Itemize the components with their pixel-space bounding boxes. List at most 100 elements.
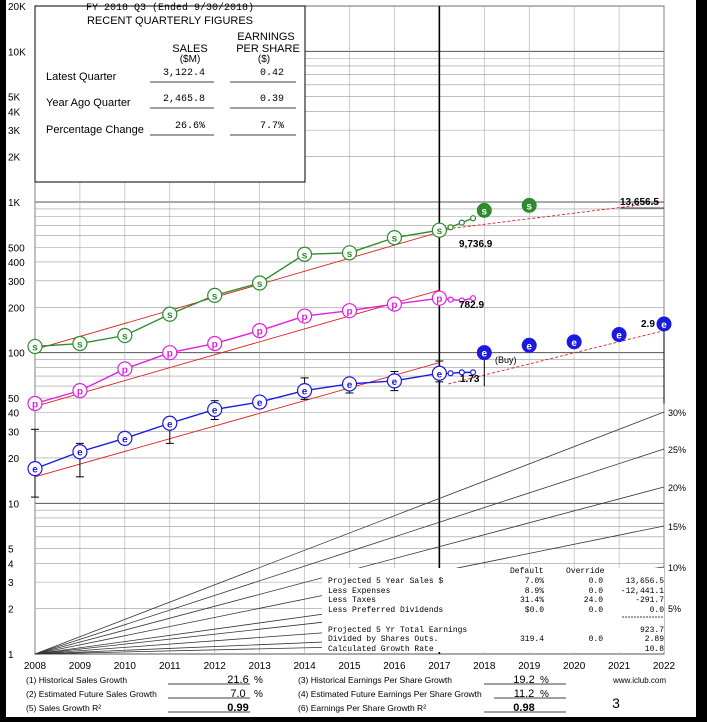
- x-tick-label: 2011: [159, 661, 181, 672]
- eps-marker-letter: e: [212, 405, 218, 416]
- eps_price-marker: [458, 297, 465, 304]
- sales-projected-letter: s: [482, 206, 488, 217]
- growth-line: [34, 448, 665, 655]
- x-tick-label: 2009: [69, 661, 92, 672]
- x-tick-label: 2012: [204, 661, 227, 672]
- trend-line: [452, 201, 665, 229]
- growth-line-label: 15%: [668, 522, 686, 532]
- proj-row-override: 0.0: [589, 577, 604, 586]
- eps_price-marker: [27, 395, 43, 412]
- page-number: 3: [612, 695, 620, 711]
- growth-line-label: 10%: [668, 563, 686, 573]
- y-tick-label: 1K: [8, 198, 21, 209]
- sales-marker: [458, 219, 465, 226]
- eps_price-marker: [117, 361, 133, 377]
- sales-marker: [117, 327, 133, 344]
- y-tick-label: 10K: [8, 47, 26, 58]
- eps-marker-letter: e: [347, 380, 353, 391]
- footer-unit: %: [540, 689, 549, 700]
- eps_price-marker-letter: p: [77, 387, 83, 398]
- proj-row-label: Less Expenses: [328, 587, 391, 596]
- proj-row-value: -12,441.1: [621, 587, 664, 596]
- trend-line: [34, 227, 453, 350]
- y-tick-label: 200: [8, 303, 25, 314]
- y-tick-label: 5: [8, 545, 14, 556]
- eps-marker-letter: e: [77, 448, 83, 459]
- trend-line: [34, 289, 440, 407]
- eps-marker: [162, 415, 178, 431]
- footer-label: (6) Earnings Per Share Growth R²: [298, 703, 426, 713]
- proj-row-label: Projected 5 Yr Total Earnings: [328, 626, 467, 635]
- col-default: Default: [510, 567, 544, 576]
- growth-line: [34, 411, 665, 655]
- eps_price-marker-letter: p: [391, 300, 397, 311]
- sales-projected-letter: s: [526, 201, 532, 212]
- eps-marker: [431, 365, 447, 381]
- proj-row-default: 319.4: [520, 635, 544, 644]
- x-tick-label: 2015: [338, 661, 361, 672]
- sales-marker-letter: s: [167, 310, 173, 321]
- footer-value: 11.2: [514, 688, 535, 700]
- eps_price-marker-letter: p: [257, 327, 263, 338]
- x-tick-label: 2013: [249, 661, 272, 672]
- footer-unit: %: [254, 675, 263, 686]
- eps_price-marker-letter: p: [436, 294, 442, 305]
- x-tick-label: 2014: [293, 661, 316, 672]
- eps-marker: [117, 430, 133, 446]
- eps_price-marker-letter: p: [346, 307, 352, 318]
- figures-row-label: Year Ago Quarter: [46, 97, 131, 109]
- projection-table-bg: [322, 568, 664, 652]
- eps-marker-letter: e: [167, 419, 173, 430]
- footer-unit: %: [540, 675, 549, 686]
- footer-background: [6, 672, 696, 717]
- y-tick-label: 50: [8, 394, 20, 405]
- proj-row-value: 13,656.5: [626, 577, 665, 586]
- x-tick-label: 2008: [24, 661, 47, 672]
- y-tick-label: 2: [8, 605, 14, 616]
- grid-lines: [34, 5, 665, 655]
- footer-label: (5) Sales Growth R²: [26, 703, 101, 713]
- eps-projected-marker: [566, 334, 582, 350]
- eps-marker: [296, 383, 313, 399]
- eps_price-marker: [386, 296, 403, 312]
- eps_price-marker: [447, 296, 454, 303]
- footer-value: 7.0: [230, 688, 245, 700]
- proj-row-label: Less Taxes: [328, 596, 376, 605]
- footer-label: (4) Estimated Future Earnings Per Share …: [298, 689, 482, 699]
- eps_price-marker: [469, 295, 477, 302]
- sales-current-value: 9,736.9: [459, 239, 493, 250]
- sales-marker: [386, 230, 403, 246]
- eps-projected-letter: e: [482, 349, 488, 360]
- x-tick-label: 2017: [428, 661, 451, 672]
- col-eps-unit: ($): [258, 54, 270, 65]
- growth-line-label: 25%: [668, 445, 686, 455]
- sales-projected-value: 13,656.5: [620, 197, 659, 208]
- proj-row-value: 10.8: [645, 645, 664, 654]
- x-tick-label: 2020: [563, 661, 586, 672]
- eps-projected-marker: [521, 337, 537, 353]
- eps-projected-letter: e: [571, 338, 577, 349]
- col-eps-2: PER SHARE: [236, 43, 300, 55]
- sales-marker-letter: s: [302, 250, 308, 261]
- y-tick-label: 20: [8, 454, 20, 465]
- proj-row-label: Calculated Growth Rate: [328, 645, 434, 654]
- x-tick-label: 2021: [608, 661, 631, 672]
- figures-row-sales: 26.6%: [175, 121, 205, 132]
- y-tick-label: 400: [8, 258, 25, 269]
- growth-line-label-5: 5%: [668, 604, 681, 614]
- proj-row-value: 0.0: [650, 606, 665, 615]
- figures-row-eps: 7.7%: [260, 121, 284, 132]
- sales-marker: [469, 215, 477, 222]
- eps_price-marker-letter: p: [212, 340, 218, 351]
- sales-marker: [296, 246, 313, 262]
- y-tick-label: 300: [8, 277, 25, 288]
- col-sales-unit: ($M): [180, 54, 201, 65]
- eps-marker-letter: e: [122, 434, 128, 445]
- sales-marker: [162, 306, 178, 322]
- proj-row-default: 7.0%: [525, 577, 544, 586]
- x-tick-label: 2019: [518, 661, 541, 672]
- eps-marker-letter: e: [392, 377, 398, 388]
- eps_price-marker: [431, 290, 447, 306]
- footer-value: 21.6: [227, 674, 248, 686]
